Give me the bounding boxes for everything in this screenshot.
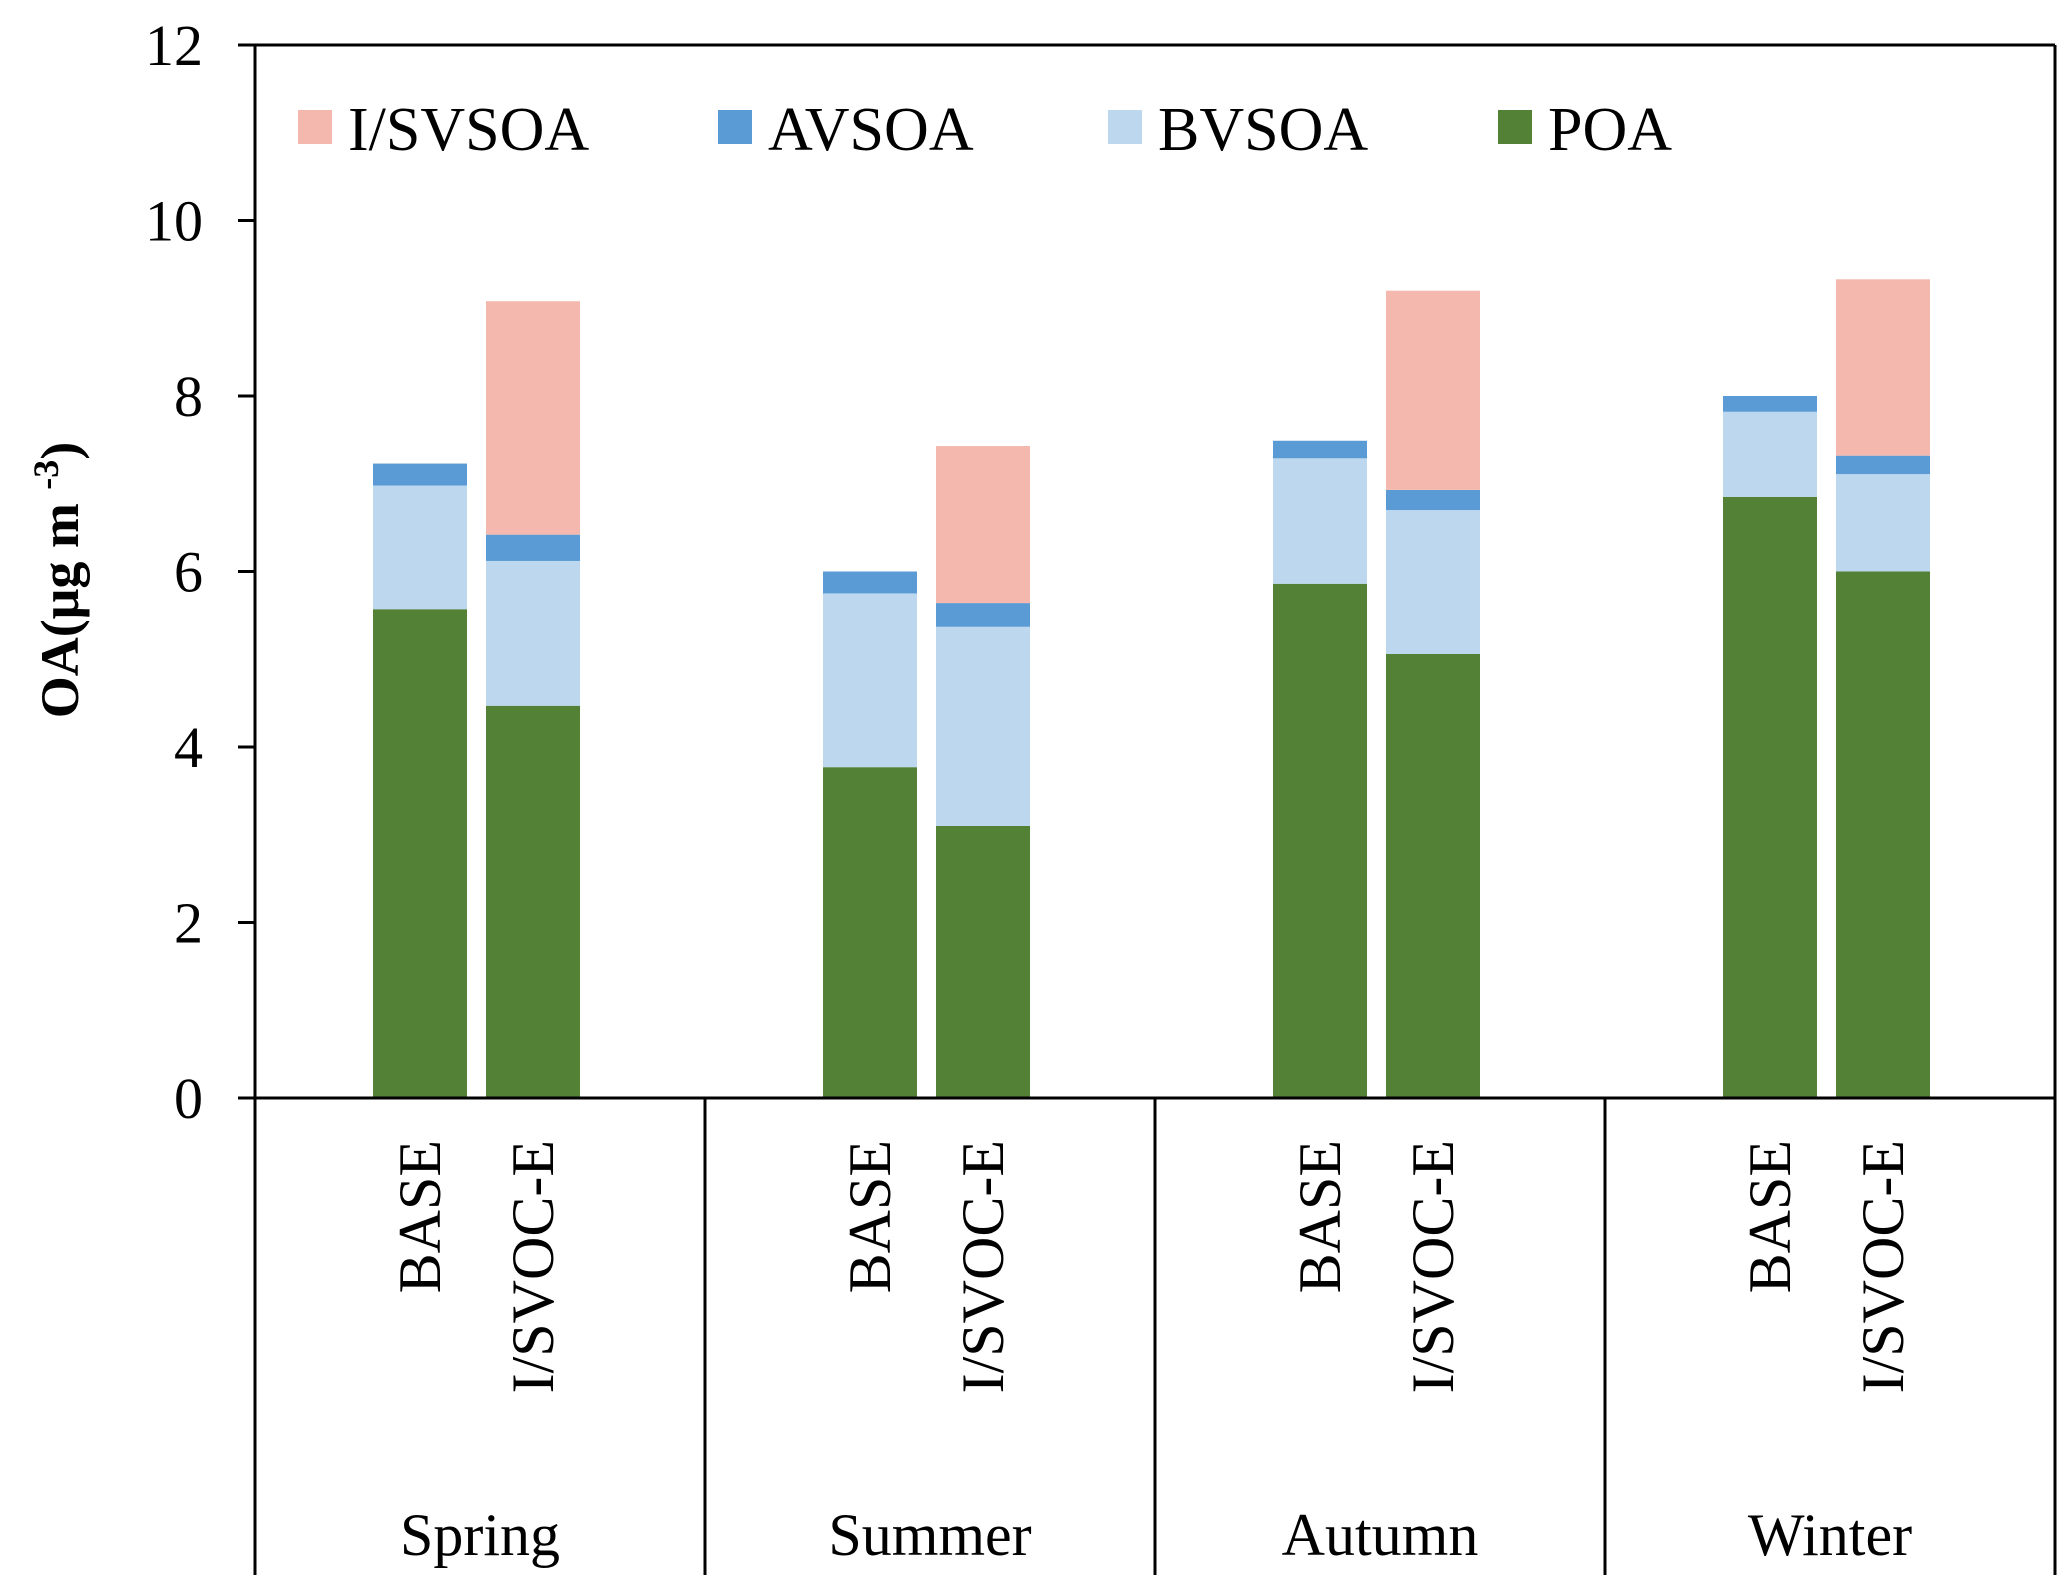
bar-segment-i-svsoa	[936, 446, 1030, 604]
bar-segment-avsoa	[486, 534, 580, 561]
scenario-label: BASE	[1287, 1140, 1353, 1293]
y-tick-label: 4	[174, 715, 203, 780]
bar-segment-bvsoa	[823, 593, 917, 768]
bar-segment-i-svsoa	[486, 301, 580, 535]
y-tick-label: 8	[174, 364, 203, 429]
y-axis-title-superscript: -3	[26, 460, 66, 490]
legend: I/SVSOA AVSOA BVSOA POA	[298, 96, 1672, 164]
legend-swatch	[1108, 110, 1142, 144]
bar-segment-poa	[1273, 583, 1367, 1098]
y-axis-title-suffix: )	[30, 442, 90, 460]
scenario-label: I/SVOC-E	[500, 1140, 566, 1393]
bar-segment-bvsoa	[1273, 458, 1367, 584]
bar-segment-bvsoa	[936, 626, 1030, 826]
bar-segment-poa	[936, 825, 1030, 1098]
scenario-label: BASE	[387, 1140, 453, 1293]
bar-segment-poa	[823, 767, 917, 1098]
bar-segment-poa	[1386, 653, 1480, 1098]
y-axis: 0 2 4 6 8 10 12	[145, 13, 2057, 1575]
bar-segment-bvsoa	[1836, 474, 1930, 572]
y-tick-label: 10	[145, 189, 203, 254]
scenario-label: I/SVOC-E	[1400, 1140, 1466, 1393]
y-tick-label: 0	[174, 1066, 203, 1131]
scenario-label: I/SVOC-E	[1850, 1140, 1916, 1393]
bar-segment-avsoa	[1386, 489, 1480, 511]
bar-segment-bvsoa	[486, 560, 580, 706]
legend-swatch	[298, 110, 332, 144]
y-axis-label: OA(μg m -3)	[26, 442, 90, 719]
scenario-label: BASE	[837, 1140, 903, 1293]
group-label: Summer	[828, 1502, 1031, 1568]
legend-label: AVSOA	[768, 96, 974, 164]
bar-segment-avsoa	[373, 463, 467, 486]
y-axis-title: OA(μg m -3)	[26, 442, 90, 719]
bar-segment-avsoa	[823, 571, 917, 594]
y-tick-label: 6	[174, 540, 203, 605]
bar-segment-avsoa	[1723, 396, 1817, 412]
bar-segment-poa	[1836, 571, 1930, 1098]
legend-label: I/SVSOA	[348, 96, 589, 164]
scenario-label: BASE	[1737, 1140, 1803, 1293]
bar-segment-avsoa	[936, 603, 1030, 627]
legend-label: POA	[1548, 96, 1672, 164]
bar-segment-poa	[373, 609, 467, 1098]
bar-segment-i-svsoa	[1836, 279, 1930, 456]
bar-segment-bvsoa	[1723, 411, 1817, 497]
legend-label: BVSOA	[1158, 96, 1368, 164]
group-label: Autumn	[1282, 1502, 1479, 1568]
bar-segment-bvsoa	[373, 485, 467, 610]
bar-segment-i-svsoa	[1386, 290, 1480, 490]
legend-swatch	[1498, 110, 1532, 144]
bar-segment-poa	[1723, 496, 1817, 1099]
bars-layer	[373, 279, 1930, 1099]
scenario-label: I/SVOC-E	[950, 1140, 1016, 1393]
y-tick-label: 12	[145, 13, 203, 78]
bar-segment-avsoa	[1273, 440, 1367, 459]
bar-segment-avsoa	[1836, 455, 1930, 475]
legend-swatch	[718, 110, 752, 144]
x-axis: BASE I/SVOC-E Spring BASE I/SVOC-E Summer BASE…	[255, 1096, 2057, 1575]
y-axis-title-main: OA(μg m	[30, 490, 90, 719]
group-label: Winter	[1748, 1502, 1912, 1568]
y-tick-label: 2	[174, 891, 203, 956]
group-label: Spring	[400, 1502, 560, 1568]
bar-segment-bvsoa	[1386, 510, 1480, 654]
bar-segment-poa	[486, 705, 580, 1098]
